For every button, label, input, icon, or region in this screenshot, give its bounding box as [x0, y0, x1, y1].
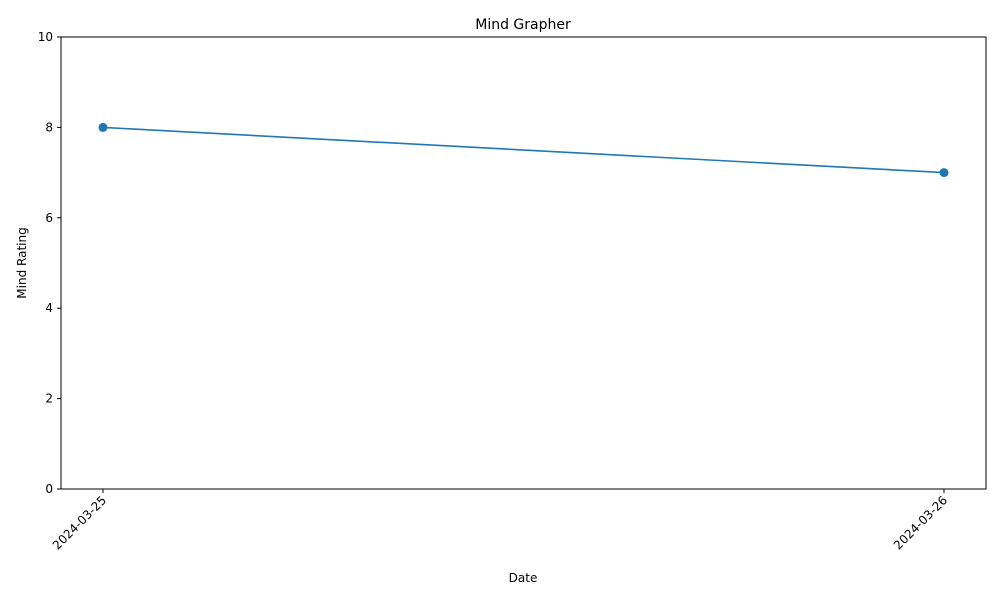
data-point	[98, 122, 108, 132]
y-tick-label: 8	[45, 120, 53, 134]
data-point	[939, 168, 949, 178]
x-tick-label: 2024-03-26	[891, 493, 950, 552]
x-axis-label: Date	[509, 571, 538, 585]
axes-frame	[60, 36, 987, 490]
y-axis-label: Mind Rating	[15, 227, 29, 298]
y-tick-label: 10	[38, 30, 53, 44]
x-tick-label: 2024-03-25	[50, 493, 109, 552]
chart-title: Mind Grapher	[475, 17, 571, 33]
y-tick-label: 4	[45, 301, 53, 315]
y-tick-label: 0	[45, 482, 53, 496]
series-line	[102, 126, 945, 174]
plot-area: 0 2 4 6 8 10 2024-03-25 2024-03-26	[38, 30, 987, 552]
y-tick-label: 2	[45, 392, 53, 406]
y-tick-label: 6	[45, 211, 53, 225]
